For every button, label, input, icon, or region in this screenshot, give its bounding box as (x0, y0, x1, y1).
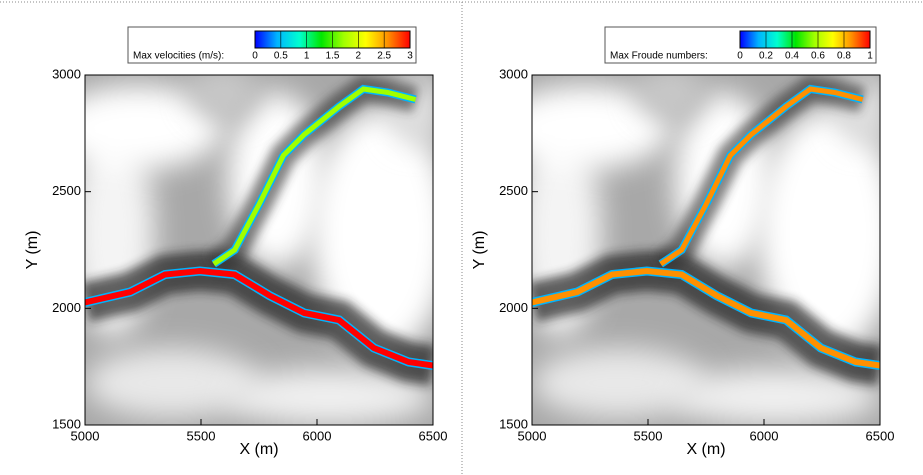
y-tick-label: 2500 (499, 183, 528, 198)
river (532, 267, 880, 369)
terrain-high (532, 348, 706, 418)
plot-frame (531, 74, 881, 426)
colorbar-tick-label: 2.5 (377, 51, 391, 62)
terrain-high (671, 369, 880, 425)
colorbar-tick-label: 1 (304, 51, 310, 62)
colorbar-label: Max velocities (m/s): (133, 51, 224, 62)
terrain-high (532, 85, 672, 170)
x-tick-label: 6500 (866, 428, 895, 443)
river (659, 86, 864, 267)
x-tick-label: 6000 (303, 428, 332, 443)
y-tick-label: 2000 (52, 300, 81, 315)
terrain (532, 75, 880, 425)
terrain-high (224, 369, 433, 425)
colorbar-label: Max Froude numbers: (610, 51, 708, 62)
terrain (85, 75, 433, 425)
colorbar-tick-label: 0.6 (811, 51, 825, 62)
colorbar (739, 30, 871, 49)
y-tick-label: 1500 (52, 416, 81, 431)
x-tick-label: 5500 (634, 428, 663, 443)
colorbar-tick-label: 0 (252, 51, 258, 62)
colorbar-tick-label: 3 (407, 51, 413, 62)
x-tick-label: 5500 (187, 428, 216, 443)
x-tick-label: 5000 (71, 428, 100, 443)
terrain-high (636, 75, 706, 121)
colorbar-tick-label: 2 (356, 51, 362, 62)
colorbar-tick-label: 1.5 (326, 51, 340, 62)
plot-frame (84, 74, 434, 426)
y-tick-label: 1500 (499, 416, 528, 431)
colorbar-tick-label: 0.8 (837, 51, 851, 62)
x-axis-label: X (m) (686, 441, 725, 458)
x-axis-label: X (m) (239, 441, 278, 458)
y-tick-label: 2500 (52, 183, 81, 198)
river (85, 267, 433, 369)
y-tick-label: 2000 (499, 300, 528, 315)
terrain-high (311, 110, 433, 355)
terrain-high (85, 348, 259, 418)
y-tick-label: 3000 (52, 66, 81, 81)
colorbar-tick-label: 0.4 (785, 51, 799, 62)
colorbar-tick-label: 0 (737, 51, 743, 62)
terrain-high (758, 110, 880, 355)
terrain-high (189, 75, 259, 121)
y-axis-label: Y (m) (24, 231, 41, 270)
y-tick-label: 3000 (499, 66, 528, 81)
y-axis-label: Y (m) (471, 231, 488, 270)
x-tick-label: 6500 (419, 428, 448, 443)
colorbar-tick-label: 0.5 (274, 51, 288, 62)
terrain-high (85, 85, 225, 170)
river (212, 86, 417, 267)
x-tick-label: 6000 (750, 428, 779, 443)
colorbar-tick-label: 1 (867, 51, 873, 62)
x-tick-label: 5000 (518, 428, 547, 443)
colorbar-tick-label: 0.2 (759, 51, 773, 62)
